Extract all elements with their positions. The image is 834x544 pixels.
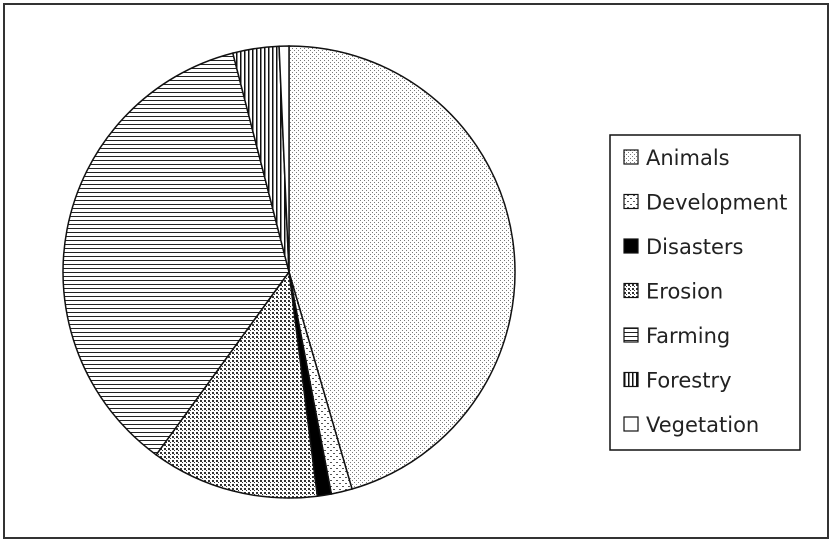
- legend-label-forestry: Forestry: [646, 369, 732, 393]
- chart-frame: [3, 3, 829, 539]
- legend-swatch-forestry: [623, 371, 639, 388]
- legend-swatch-farming: [623, 327, 639, 343]
- legend-box: [609, 134, 801, 451]
- legend-swatch-development: [623, 193, 639, 210]
- legend-swatch-erosion: [623, 282, 639, 299]
- legend-label-erosion: Erosion: [646, 280, 723, 304]
- pie-slice-farming: [62, 52, 290, 456]
- legend-swatch-vegetation: [623, 416, 639, 432]
- legend-swatch-disasters: [623, 238, 639, 254]
- pie-slice-erosion: [155, 270, 319, 499]
- legend-swatch-animals: [623, 149, 639, 165]
- legend-label-animals: Animals: [646, 146, 730, 170]
- pie-slice-animals: [288, 45, 516, 490]
- legend-label-disasters: Disasters: [646, 235, 743, 259]
- legend-label-development: Development: [646, 191, 787, 215]
- legend-label-vegetation: Vegetation: [646, 413, 759, 437]
- pie-slice-vegetation: [278, 45, 290, 273]
- legend-label-farming: Farming: [646, 324, 730, 348]
